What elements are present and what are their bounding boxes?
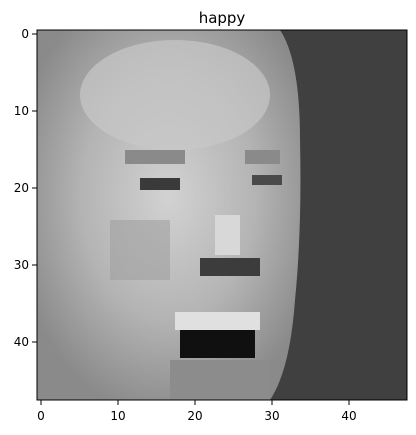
x-tick-label: 0 [37,409,45,423]
y-axis: 0 10 20 30 40 [14,27,37,349]
y-tick-label: 0 [21,27,29,41]
x-tick-label: 10 [110,409,125,423]
y-tick-label: 20 [14,181,29,195]
axes-frame [36,29,408,401]
y-tick-label: 10 [14,104,29,118]
y-tick-label: 30 [14,258,29,272]
x-axis: 0 10 20 30 40 [37,400,357,423]
x-tick-label: 30 [264,409,279,423]
x-tick-label: 40 [341,409,356,423]
y-tick-label: 40 [14,335,29,349]
face-image [37,30,407,400]
figure-title: happy [199,9,246,27]
x-tick-label: 20 [187,409,202,423]
